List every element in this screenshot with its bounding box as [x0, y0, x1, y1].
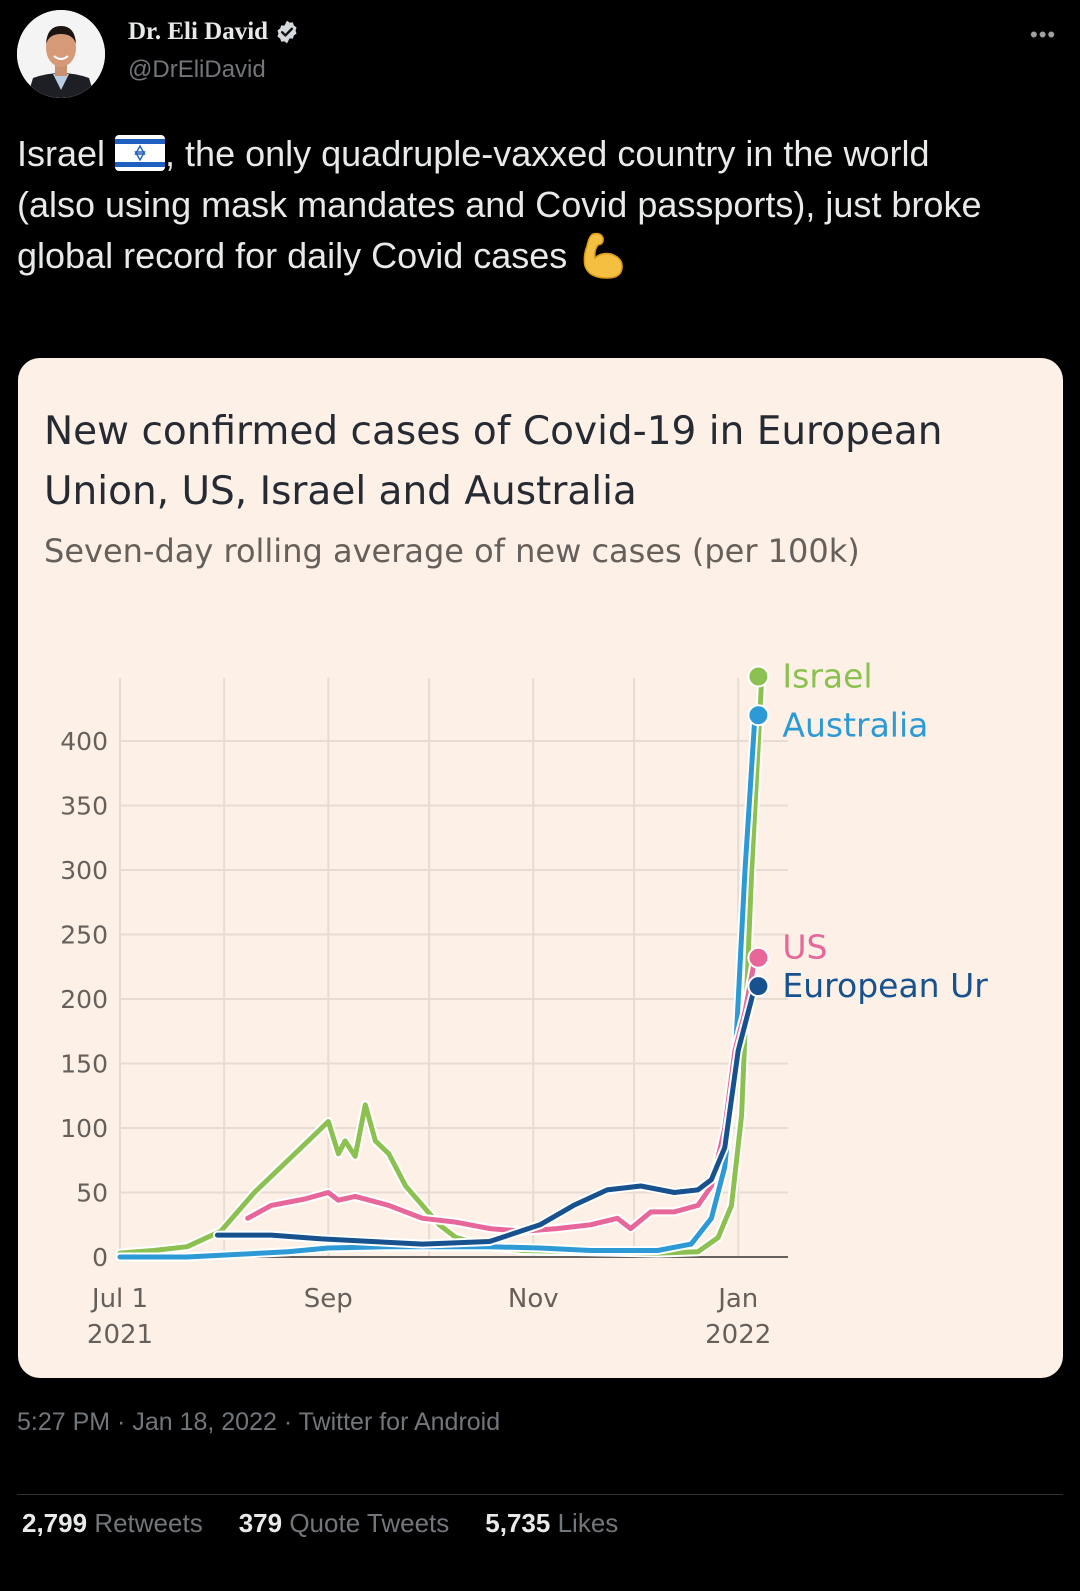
likes-label: Likes	[557, 1508, 619, 1538]
flexed-biceps-icon	[583, 232, 624, 279]
series-label: Australia	[782, 706, 928, 745]
series-end-marker	[747, 946, 770, 969]
y-tick-label: 400	[60, 727, 108, 756]
chart-card[interactable]: New confirmed cases of Covid-19 in Europ…	[18, 358, 1063, 1378]
y-tick-label: 250	[60, 921, 108, 950]
author-name-row[interactable]: Dr. Eli David	[128, 18, 300, 46]
series-label: US	[782, 927, 827, 966]
tweet-timestamp[interactable]: 5:27 PM · Jan 18, 2022 · Twitter for And…	[17, 1408, 501, 1436]
y-tick-label: 150	[60, 1050, 108, 1079]
quote-tweets-label: Quote Tweets	[289, 1508, 450, 1538]
series-line-australia	[117, 712, 758, 1260]
y-tick-label: 200	[60, 985, 108, 1014]
tweet-text: Israel , the only quadruple-vaxxed count…	[17, 128, 1017, 281]
more-icon[interactable]: •••	[1030, 22, 1057, 47]
x-tick-year-label: 2022	[705, 1320, 771, 1350]
x-tick-label: Jan	[716, 1284, 758, 1314]
x-tick-label: Sep	[304, 1284, 353, 1314]
author-name[interactable]: Dr. Eli David	[128, 18, 269, 45]
x-tick-year-label: 2021	[87, 1320, 153, 1350]
line-chart: 0 50 100 150 200 250 300 350 400 Jul 1 2021 Sep Nov J…	[60, 657, 988, 1351]
tweet-stats: 2,799 Retweets 379 Quote Tweets 5,735 Li…	[22, 1508, 618, 1539]
retweets-stat[interactable]: 2,799 Retweets	[22, 1508, 203, 1539]
x-tick-label: Nov	[508, 1284, 559, 1314]
chart-title-line-1: New confirmed cases of Covid-19 in Europ…	[44, 409, 943, 454]
y-tick-label: 0	[92, 1243, 108, 1272]
avatar[interactable]	[17, 10, 105, 98]
series-end-marker	[747, 704, 770, 727]
israel-flag-icon	[115, 135, 166, 171]
tweet-text-body: , the only quadruple-vaxxed country in t…	[17, 133, 982, 276]
retweets-count: 2,799	[22, 1508, 88, 1538]
y-tick-label: 100	[60, 1114, 108, 1143]
y-tick-label: 50	[76, 1179, 108, 1208]
y-tick-label: 300	[60, 856, 108, 885]
avatar-photo	[17, 10, 105, 98]
series-line-israel	[117, 674, 765, 1256]
divider	[17, 1494, 1063, 1495]
quote-tweets-count: 379	[238, 1508, 283, 1538]
series-line-halo	[212, 981, 760, 1249]
likes-count: 5,735	[485, 1508, 551, 1538]
series-line-european-union	[214, 983, 758, 1247]
series-end-marker	[747, 975, 770, 998]
verified-badge-icon	[277, 20, 297, 44]
retweets-label: Retweets	[94, 1508, 203, 1538]
chart-title: New confirmed cases of Covid-19 in Europ…	[44, 402, 1044, 522]
series-label: European Ur	[782, 966, 988, 1005]
series-line-halo	[115, 672, 767, 1258]
likes-stat[interactable]: 5,735 Likes	[485, 1508, 618, 1539]
series-end-marker	[747, 665, 770, 688]
quote-tweets-stat[interactable]: 379 Quote Tweets	[239, 1508, 450, 1539]
y-tick-label: 350	[60, 792, 108, 821]
chart-subtitle: Seven-day rolling average of new cases (…	[44, 532, 860, 570]
tweet-text-start: Israel	[17, 133, 116, 174]
series-line-halo	[115, 710, 760, 1262]
x-tick-label: Jul 1	[90, 1284, 148, 1314]
series-label: Israel	[782, 657, 872, 696]
chart-title-line-2: Union, US, Israel and Australia	[44, 469, 637, 514]
author-handle[interactable]: @DrEliDavid	[128, 56, 266, 83]
